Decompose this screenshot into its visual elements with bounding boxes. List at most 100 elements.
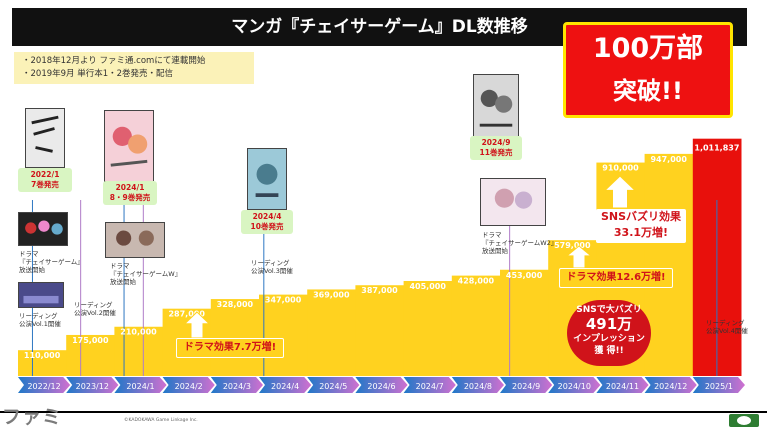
copyright-text: ©KADOKAWA Game Linkage Inc. [124, 418, 198, 423]
callout-sns-33-1-line2: 33.1万増! [613, 226, 669, 239]
value-label-2024/7: 405,000 [409, 282, 446, 291]
value-label-2024/2: 287,000 [168, 310, 205, 319]
tick-label-2024/5: 2024/5 [319, 382, 347, 391]
value-label-2023/12: 175,000 [72, 336, 109, 345]
event-drama-1: ドラマ 『チェイサーゲーム』 放送開始 [19, 250, 84, 274]
callout-sns-33-1-line1: SNSバズリ効果 [600, 210, 682, 223]
event-drama-w: ドラマ 『チェイサーゲームW』 放送開始 [110, 262, 181, 286]
value-label-2024/10: 579,000 [554, 241, 591, 250]
callout-sns-impressions: SNSで大バズリ 491万 インプレッション 獲 得!! [567, 300, 651, 366]
release-label-8-9: 2024/1 8・9巻発売 [103, 183, 157, 203]
release-volume-11: 11巻発売 [479, 148, 513, 157]
note-line-2: ・2019年9月 単行本1・2巻発売・配信 [22, 69, 174, 79]
timeline-segment-2024/7 [403, 377, 456, 393]
page-title: マンガ『チェイサーゲーム』DL数推移 [231, 17, 528, 37]
volume-7-cover [25, 108, 65, 168]
event-reading-3-line1: リーディング [251, 259, 290, 267]
bar-2023/12 [66, 334, 115, 376]
bar-2024/6 [355, 285, 405, 376]
release-label-7: 2022/1 7巻発売 [18, 170, 72, 190]
event-drama-1-line2: 『チェイサーゲーム』 [19, 258, 84, 266]
volume-8-9-cover [104, 110, 154, 182]
timeline-segment-2022/12 [18, 377, 71, 393]
timeline-segment-2025/1 [692, 377, 745, 393]
event-drama-1-line1: ドラマ [19, 250, 39, 258]
timeline-segment-2024/9 [500, 377, 553, 393]
tick-label-2024/8: 2024/8 [464, 382, 492, 391]
event-drama-w-line1: ドラマ [110, 262, 130, 270]
event-reading-3: リーディング 公演Vol.3開催 [251, 259, 293, 275]
value-label-2025/1: 1,011,837 [694, 144, 739, 153]
drama-w-thumbnail [105, 222, 165, 258]
value-label-2024/4: 347,000 [265, 296, 302, 305]
reading-vol1-thumbnail [18, 282, 64, 308]
value-label-2022/12: 110,000 [24, 351, 61, 360]
tick-label-2024/4: 2024/4 [271, 382, 299, 391]
event-reading-4-line1: リーディング [706, 319, 745, 327]
event-reading-1: リーディング 公演Vol.1開催 [19, 312, 61, 328]
timeline-segment-2024/4 [259, 377, 312, 393]
event-reading-4: リーディング 公演Vol.4開催 [706, 319, 748, 335]
million-burst: 100万部 突破!! [563, 22, 733, 118]
timeline-segment-2024/10 [548, 377, 601, 393]
notes-box: ・2018年12月より ファミ通.comにて連載開始 ・2019年9月 単行本1… [14, 52, 254, 84]
event-drama-w2-line1: ドラマ [482, 231, 502, 239]
event-reading-4-line2: 公演Vol.4開催 [706, 327, 748, 335]
value-label-2024/11: 910,000 [602, 164, 639, 173]
event-reading-1-line1: リーディング [19, 312, 58, 320]
timeline-segment-2024/2 [162, 377, 215, 393]
bar-2024/3 [210, 299, 260, 376]
timeline-segment-2024/3 [210, 377, 263, 393]
drama-w2-thumbnail [480, 178, 546, 226]
bar-2024/9 [500, 269, 549, 376]
callout-sns-line4: 獲 得!! [594, 346, 624, 356]
event-reading-2-line1: リーディング [74, 301, 113, 309]
timeline-segment-2024/5 [307, 377, 360, 393]
event-drama-w2-line2: 『チェイサーゲームW2』 [482, 239, 558, 247]
tick-label-2024/7: 2024/7 [416, 382, 444, 391]
release-label-11: 2024/9 11巻発売 [470, 138, 522, 158]
volume-11-cover [473, 74, 519, 140]
tick-label-2024/2: 2024/2 [175, 382, 203, 391]
value-label-2024/12: 947,000 [650, 155, 687, 164]
timeline-segment-2024/12 [644, 377, 697, 393]
event-reading-2: リーディング 公演Vol.2開催 [74, 301, 116, 317]
value-label-2024/1: 210,000 [120, 328, 157, 337]
callout-sns-line1: SNSで大バズリ [576, 305, 642, 315]
release-bubble-11 [470, 136, 522, 160]
value-label-2024/9: 453,000 [506, 271, 543, 280]
bar-2024/1 [114, 326, 164, 376]
value-label-2024/8: 428,000 [458, 277, 495, 286]
release-label-10: 2024/4 10巻発売 [241, 212, 293, 232]
bar-2024/8 [451, 275, 501, 376]
tick-label-2024/9: 2024/9 [512, 382, 540, 391]
event-reading-1-line2: 公演Vol.1開催 [19, 320, 61, 328]
timeline-segment-2024/11 [596, 377, 649, 393]
tick-label-2024/12: 2024/12 [654, 382, 687, 391]
callout-sns-line2: 491万 [585, 315, 633, 333]
burst-line-1: 100万部 [592, 33, 704, 64]
bar-2024/4 [259, 294, 308, 376]
bottom-rule [0, 411, 767, 413]
release-volume-8-9: 8・9巻発売 [109, 193, 151, 202]
event-drama-w2: ドラマ 『チェイサーゲームW2』 放送開始 [482, 231, 557, 255]
event-drama-w-line2: 『チェイサーゲームW』 [110, 270, 182, 278]
tick-label-2024/11: 2024/11 [606, 382, 639, 391]
tick-label-2023/12: 2023/12 [76, 382, 109, 391]
volume-10-cover [247, 148, 287, 210]
timeline-segment-2024/1 [114, 377, 167, 393]
release-date-7: 2022/1 [30, 170, 60, 179]
callout-drama-12-6: ドラマ効果12.6万増! [559, 268, 673, 288]
release-bubble-8-9 [103, 181, 157, 205]
callout-sns-line3: インプレッション [573, 334, 645, 344]
callout-sns-33-1: SNSバズリ効果 33.1万増! [596, 209, 686, 243]
tick-label-2022/12: 2022/12 [27, 382, 60, 391]
timeline-segment-2024/6 [355, 377, 408, 393]
callout-drama-7-7: ドラマ効果7.7万増! [176, 338, 284, 358]
event-drama-w2-line3: 放送開始 [482, 247, 508, 255]
note-line-1: ・2018年12月より ファミ通.comにて連載開始 [22, 56, 206, 66]
release-date-10: 2024/4 [252, 212, 282, 221]
release-bubble-10 [241, 210, 293, 234]
release-date-8-9: 2024/1 [115, 183, 145, 192]
release-bubble-7 [18, 168, 72, 192]
